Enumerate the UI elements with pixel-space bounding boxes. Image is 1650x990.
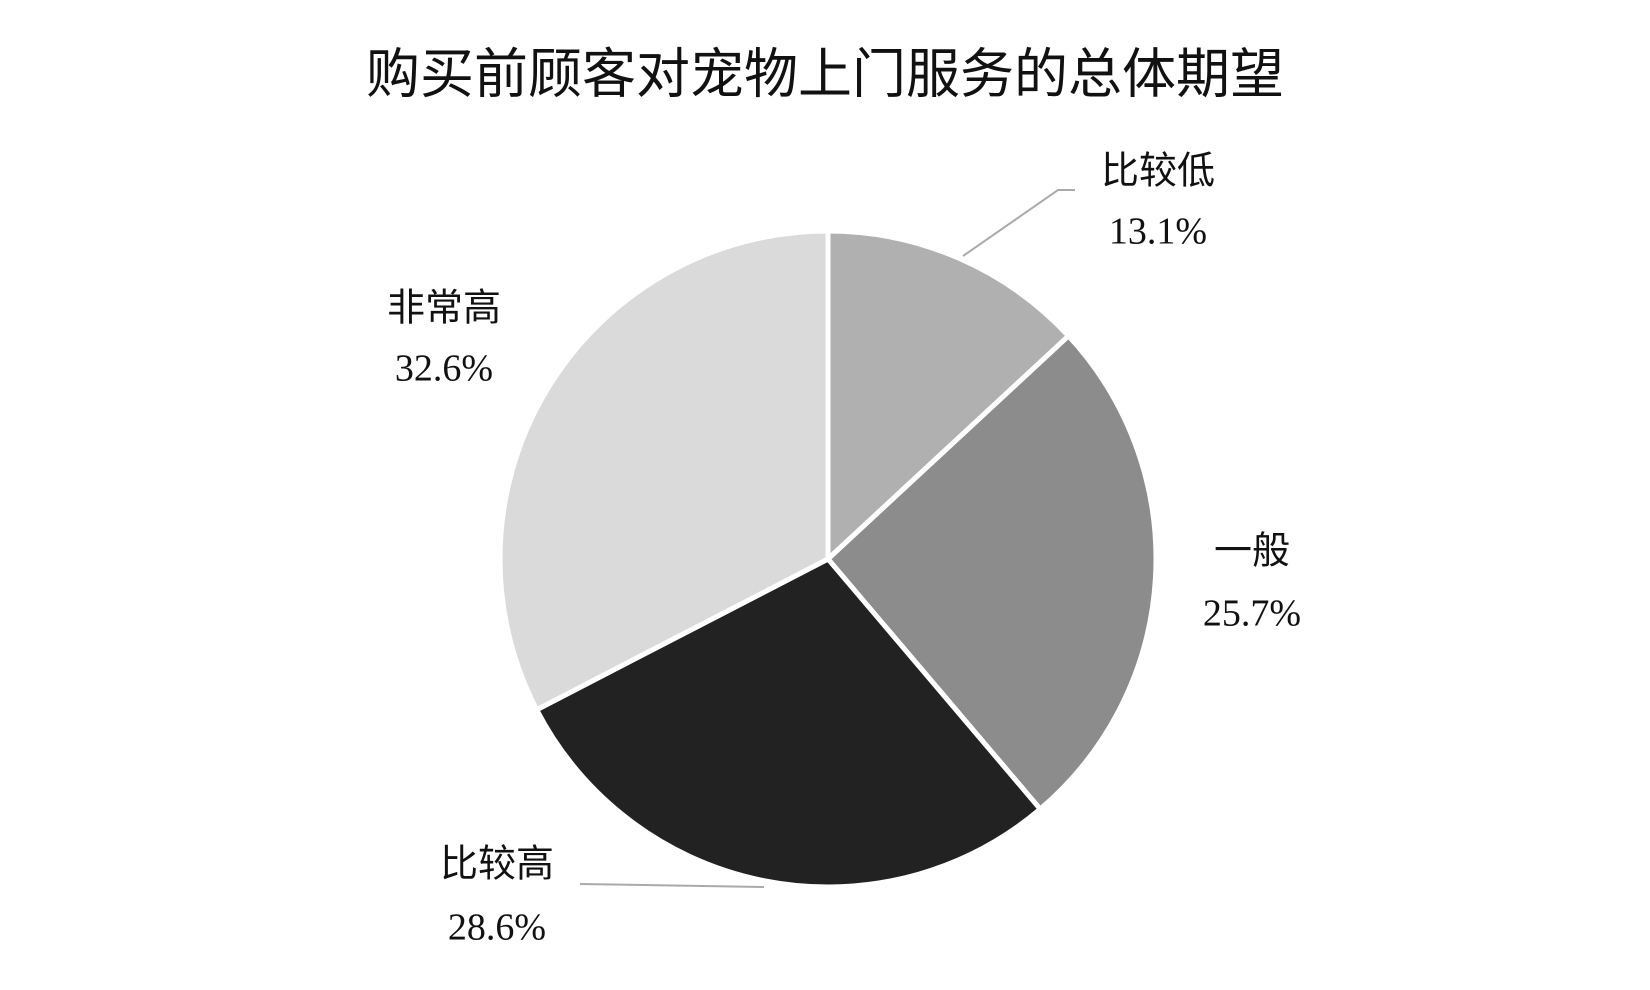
pie-slice xyxy=(497,228,831,713)
pie-slice xyxy=(825,333,1159,812)
slice-label: 非常高 xyxy=(387,288,501,330)
slice-value-label: 25.7% xyxy=(1203,593,1301,635)
slice-label: 一般 xyxy=(1214,531,1290,573)
slice-label: 比较低 xyxy=(1101,151,1215,193)
slice-value-label: 13.1% xyxy=(1109,211,1207,253)
slice-value-label: 28.6% xyxy=(448,907,546,949)
slice-label: 比较高 xyxy=(440,844,554,886)
leader-line xyxy=(579,883,765,888)
chart-title: 购买前顾客对宠物上门服务的总体期望 xyxy=(366,44,1284,104)
pie-slice xyxy=(534,556,1043,890)
leader-line xyxy=(962,189,1075,257)
pie-slice xyxy=(825,228,1072,562)
slice-value-label: 32.6% xyxy=(395,348,493,390)
